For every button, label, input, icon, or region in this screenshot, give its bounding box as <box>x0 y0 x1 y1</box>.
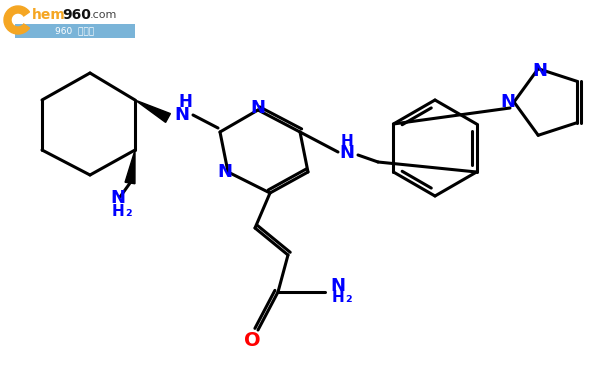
Text: ₂: ₂ <box>126 204 132 219</box>
Text: N: N <box>339 144 355 162</box>
Text: hem: hem <box>32 8 66 22</box>
Text: H: H <box>112 204 125 219</box>
Text: O: O <box>244 332 260 351</box>
Polygon shape <box>125 150 135 184</box>
Text: H: H <box>178 93 192 111</box>
Text: N: N <box>500 93 515 111</box>
Text: H: H <box>341 135 353 150</box>
Text: N: N <box>218 163 232 181</box>
Text: N: N <box>250 99 266 117</box>
Text: .com: .com <box>90 10 117 20</box>
Text: 960  化工网: 960 化工网 <box>56 27 94 36</box>
Text: N: N <box>330 277 345 295</box>
Text: ₂: ₂ <box>345 291 352 306</box>
Wedge shape <box>4 6 30 34</box>
Text: 960: 960 <box>62 8 91 22</box>
Text: N: N <box>111 189 125 207</box>
Text: H: H <box>332 291 344 306</box>
Polygon shape <box>135 100 171 122</box>
Text: N: N <box>174 106 189 124</box>
Text: N: N <box>532 62 548 80</box>
FancyBboxPatch shape <box>15 24 135 38</box>
